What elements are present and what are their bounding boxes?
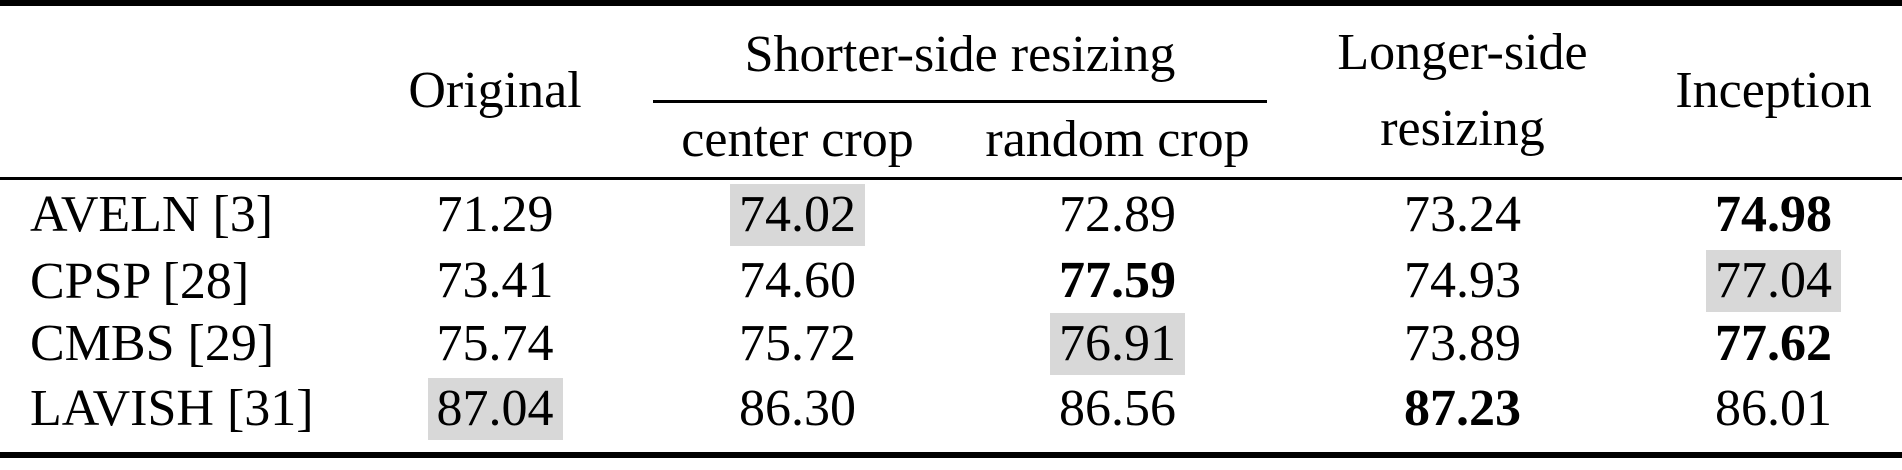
cmidrule-line xyxy=(653,100,1268,103)
table-cell: 73.89 xyxy=(1280,312,1645,375)
table-row: CMBS [29] 75.74 75.72 76.91 73.89 77.62 xyxy=(0,312,1902,375)
table-row: CPSP [28] 73.41 74.60 77.59 74.93 77.04 xyxy=(0,250,1902,312)
col-header-original: Original xyxy=(408,62,582,120)
table-cell: 87.23 xyxy=(1280,375,1645,455)
table-cell: 74.98 xyxy=(1645,178,1902,250)
cell-value: 74.98 xyxy=(1715,185,1833,243)
cell-value: 74.60 xyxy=(739,252,856,309)
cell-value: 71.29 xyxy=(436,185,554,243)
table-cell: 74.02 xyxy=(640,178,955,250)
table-row: AVELN [3] 71.29 74.02 72.89 73.24 74.98 xyxy=(0,178,1902,250)
table-cell: 73.24 xyxy=(1280,178,1645,250)
table-cell: 86.56 xyxy=(955,375,1280,455)
results-table: Original Shorter-side resizing Longer-si… xyxy=(0,0,1902,458)
table-cell: 75.72 xyxy=(640,312,955,375)
cell-value: 73.89 xyxy=(1404,314,1522,372)
row-label: CPSP [28] xyxy=(30,252,250,310)
row-label: AVELN [3] xyxy=(30,186,274,244)
table-cell: 87.04 xyxy=(350,375,640,455)
cell-value: 76.91 xyxy=(1050,312,1185,375)
col-header-longer-side: Longer-side resizing xyxy=(1280,3,1645,178)
group-header-shorter-side: Shorter-side resizing xyxy=(640,3,1280,103)
table-cell: 86.30 xyxy=(640,375,955,455)
table-cell: 73.41 xyxy=(350,250,640,312)
table-cell: 76.91 xyxy=(955,312,1280,375)
table-cell: 86.01 xyxy=(1645,375,1902,455)
col-header-random-crop: random crop xyxy=(985,110,1250,168)
group-header-label: Shorter-side resizing xyxy=(744,25,1176,83)
cell-value: 87.23 xyxy=(1404,379,1522,437)
cell-value: 77.59 xyxy=(1059,252,1176,309)
longer-side-line2: resizing xyxy=(1380,100,1545,158)
table-cell: 75.74 xyxy=(350,312,640,375)
table-cell: 74.60 xyxy=(640,250,955,312)
cell-value: 87.04 xyxy=(427,377,563,440)
cell-value: 73.41 xyxy=(436,252,554,309)
cell-value: 74.02 xyxy=(730,183,865,246)
cell-value: 86.30 xyxy=(739,379,856,437)
table-row: LAVISH [31] 87.04 86.30 86.56 87.23 86.01 xyxy=(0,375,1902,455)
table-cell: 74.93 xyxy=(1280,250,1645,312)
table-body: AVELN [3] 71.29 74.02 72.89 73.24 74.98 CPSP [… xyxy=(0,178,1902,455)
table-cell: 71.29 xyxy=(350,178,640,250)
row-label: LAVISH [31] xyxy=(30,380,314,437)
cell-value: 77.04 xyxy=(1706,250,1842,312)
cell-value: 75.72 xyxy=(739,314,856,372)
table-header: Original Shorter-side resizing Longer-si… xyxy=(0,3,1902,178)
table-cell: 77.04 xyxy=(1645,250,1902,312)
longer-side-line1: Longer-side xyxy=(1337,24,1588,82)
col-header-inception: Inception xyxy=(1675,62,1872,120)
cell-value: 86.56 xyxy=(1059,379,1176,437)
col-header-center-crop: center crop xyxy=(681,110,914,168)
cell-value: 75.74 xyxy=(436,314,554,372)
cell-value: 74.93 xyxy=(1404,252,1522,309)
cell-value: 73.24 xyxy=(1404,185,1522,243)
corner-cell xyxy=(0,3,350,178)
table-cell: 72.89 xyxy=(955,178,1280,250)
table-cell: 77.59 xyxy=(955,250,1280,312)
table-cell: 77.62 xyxy=(1645,312,1902,375)
cell-value: 72.89 xyxy=(1059,185,1176,243)
row-label: CMBS [29] xyxy=(30,315,275,372)
cell-value: 77.62 xyxy=(1715,314,1833,372)
cell-value: 86.01 xyxy=(1715,379,1833,437)
